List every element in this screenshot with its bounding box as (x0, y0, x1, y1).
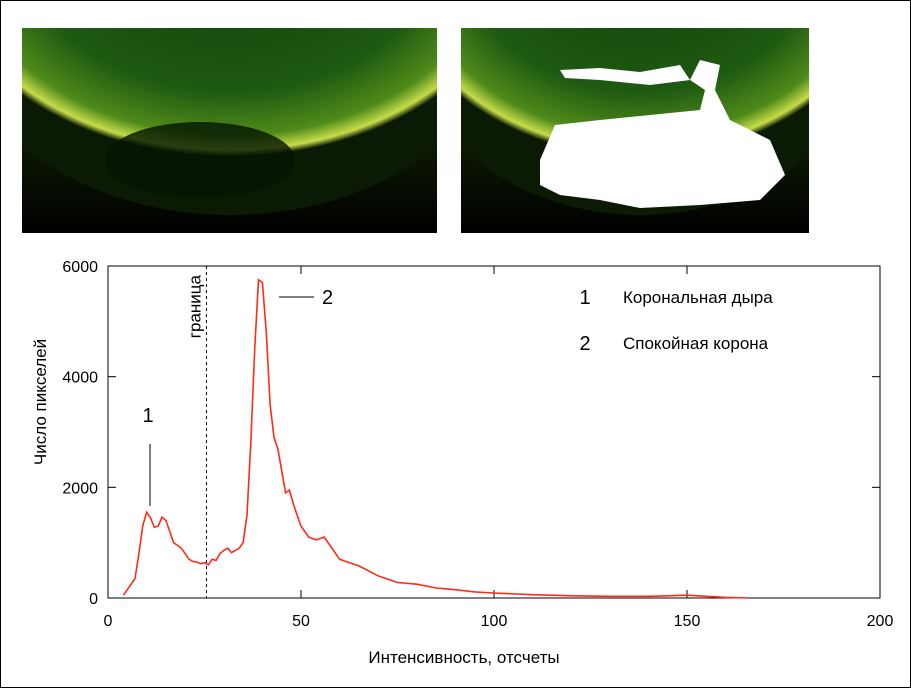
x-tick-label: 150 (674, 613, 701, 630)
data-line (122, 278, 749, 599)
peak-label: 1 (142, 405, 153, 427)
y-tick-label: 4000 (62, 370, 98, 387)
image-left (22, 28, 437, 233)
y-tick-label: 0 (89, 591, 98, 608)
peak-label: 2 (322, 287, 333, 309)
legend-key: 1 (579, 287, 590, 309)
y-tick-label: 6000 (62, 259, 98, 276)
x-tick-label: 100 (481, 613, 508, 630)
legend-key: 2 (579, 333, 590, 355)
legend-text: Корональная дыра (623, 288, 773, 307)
legend-text: Спокойная корона (623, 334, 769, 353)
x-tick-label: 0 (104, 613, 113, 630)
x-axis-title: Интенсивность, отсчеты (368, 648, 559, 667)
y-axis-title: Число пикселей (31, 339, 50, 465)
image-right (461, 28, 809, 233)
boundary-label: граница (185, 274, 204, 338)
x-tick-label: 50 (292, 613, 310, 630)
x-tick-label: 200 (867, 613, 894, 630)
y-tick-label: 2000 (62, 480, 98, 497)
